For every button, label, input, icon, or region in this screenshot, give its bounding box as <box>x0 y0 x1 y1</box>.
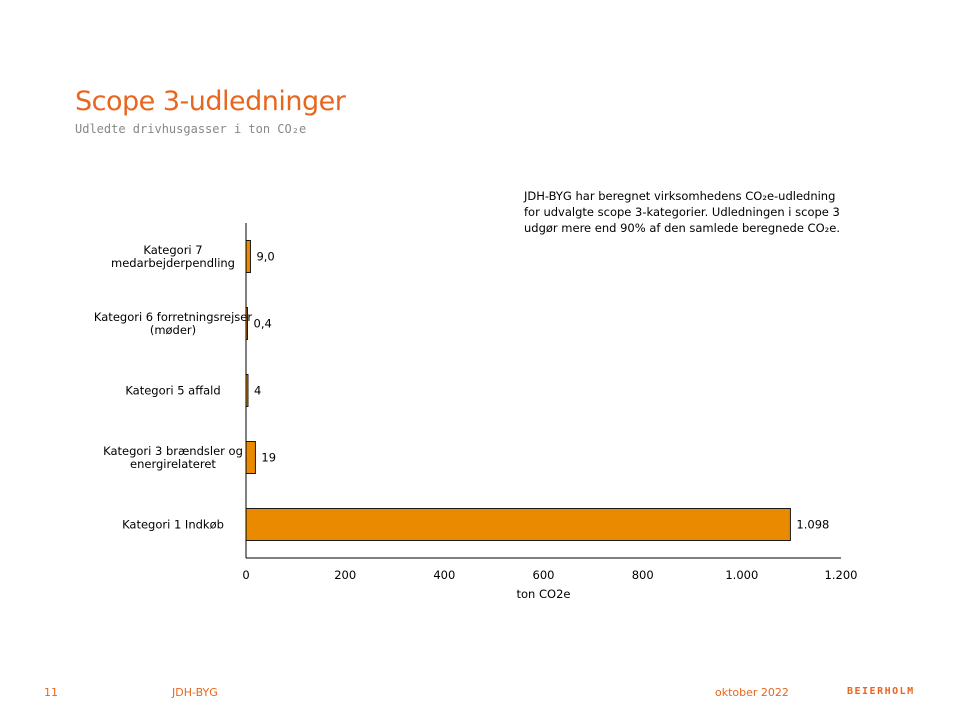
x-tick-label: 400 <box>433 568 455 582</box>
data-label: 0,4 <box>254 317 272 331</box>
x-tick-label: 600 <box>533 568 555 582</box>
category-label: Kategori 7 <box>143 243 202 257</box>
x-tick-label: 800 <box>632 568 654 582</box>
data-label: 9,0 <box>256 250 274 264</box>
page-title: Scope 3-udledninger <box>75 86 346 117</box>
x-tick-label: 1.000 <box>725 568 758 582</box>
data-label: 19 <box>261 451 276 465</box>
chart-note: JDH-BYG har beregnet virksomhedens CO₂e-… <box>524 188 869 236</box>
x-tick-label: 1.200 <box>825 568 858 582</box>
page-subtitle: Udledte drivhusgasser i ton CO₂e <box>75 122 307 136</box>
footer-company: JDH-BYG <box>172 686 218 699</box>
note-line: JDH-BYG har beregnet virksomhedens CO₂e-… <box>524 189 836 203</box>
category-label: energirelateret <box>130 457 216 471</box>
note-line: udgør mere end 90% af den samlede beregn… <box>524 221 840 235</box>
category-label: medarbejderpendling <box>111 256 235 270</box>
data-label: 1.098 <box>796 518 829 532</box>
bar <box>245 240 251 273</box>
category-label: Kategori 6 forretningsrejser <box>94 310 252 324</box>
x-axis-title: ton CO2e <box>517 587 571 601</box>
footer-date: oktober 2022 <box>715 686 789 699</box>
category-label: Kategori 1 Indkøb <box>122 518 224 532</box>
note-line: for udvalgte scope 3-kategorier. Udledni… <box>524 205 840 219</box>
x-tick-label: 0 <box>242 568 249 582</box>
category-label: (møder) <box>150 323 196 337</box>
bar <box>245 441 256 474</box>
x-tick-label: 200 <box>334 568 356 582</box>
data-label: 4 <box>254 384 261 398</box>
bar <box>245 508 791 541</box>
page-number: 11 <box>44 686 58 699</box>
category-label: Kategori 5 affald <box>125 384 220 398</box>
beierholm-logo: BEIERHOLM <box>847 686 915 697</box>
category-label: Kategori 3 brændsler og <box>103 444 243 458</box>
